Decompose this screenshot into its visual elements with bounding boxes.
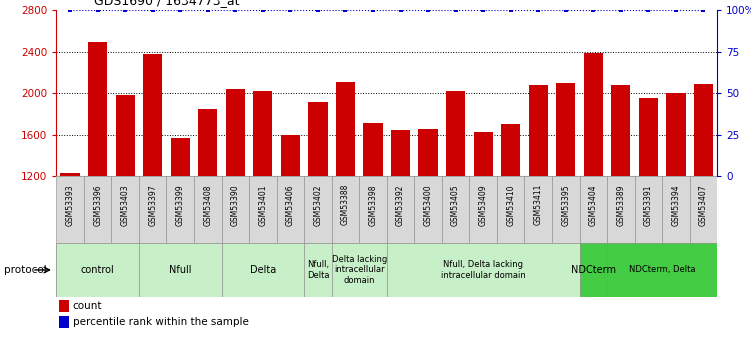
Bar	[249, 176, 276, 243]
Bar	[336, 82, 355, 300]
Bar	[222, 243, 304, 297]
Bar	[170, 138, 190, 300]
Text: GSM53394: GSM53394	[671, 184, 680, 226]
Text: Nfull: Nfull	[169, 265, 192, 275]
Bar	[194, 176, 222, 243]
Bar	[88, 42, 107, 300]
Bar	[418, 129, 438, 300]
Text: NDCterm, Delta: NDCterm, Delta	[629, 265, 695, 275]
Text: GSM53408: GSM53408	[204, 184, 213, 226]
Bar	[59, 316, 69, 328]
Text: GSM53395: GSM53395	[561, 184, 570, 226]
Text: GSM53392: GSM53392	[396, 184, 405, 226]
Text: GSM53398: GSM53398	[369, 184, 378, 226]
Bar	[281, 135, 300, 300]
Text: GSM53406: GSM53406	[286, 184, 295, 226]
Text: GSM53397: GSM53397	[148, 184, 157, 226]
Text: GSM53407: GSM53407	[699, 184, 708, 226]
Text: GSM53388: GSM53388	[341, 184, 350, 225]
Text: GSM53411: GSM53411	[534, 184, 543, 225]
Text: GDS1690 / 1634773_at: GDS1690 / 1634773_at	[94, 0, 240, 7]
Bar	[501, 124, 520, 300]
Text: GSM53401: GSM53401	[258, 184, 267, 226]
Text: GSM53390: GSM53390	[231, 184, 240, 226]
Bar	[116, 95, 135, 300]
Bar	[584, 53, 603, 300]
Bar	[139, 176, 167, 243]
Text: count: count	[73, 302, 102, 311]
Text: GSM53410: GSM53410	[506, 184, 515, 226]
Bar	[225, 89, 245, 300]
Bar	[332, 243, 387, 297]
Bar	[446, 91, 465, 300]
Text: protocol: protocol	[4, 265, 47, 275]
Bar	[607, 176, 635, 243]
Bar	[143, 54, 162, 300]
Bar	[359, 176, 387, 243]
Bar	[497, 176, 524, 243]
Bar	[580, 176, 607, 243]
Bar	[111, 176, 139, 243]
Bar	[415, 176, 442, 243]
Bar	[60, 173, 80, 300]
Bar	[611, 85, 630, 300]
Bar	[198, 109, 218, 300]
Text: Nfull,
Delta: Nfull, Delta	[306, 260, 329, 280]
Bar	[276, 176, 304, 243]
Bar	[580, 243, 607, 297]
Bar	[59, 300, 69, 312]
Text: GSM53405: GSM53405	[451, 184, 460, 226]
Bar	[308, 102, 327, 300]
Bar	[662, 176, 689, 243]
Text: GSM53396: GSM53396	[93, 184, 102, 226]
Text: NDCterm: NDCterm	[571, 265, 616, 275]
Bar	[387, 176, 415, 243]
Bar	[442, 176, 469, 243]
Bar	[694, 84, 713, 300]
Bar	[529, 85, 547, 300]
Text: GSM53399: GSM53399	[176, 184, 185, 226]
Bar	[552, 176, 580, 243]
Bar	[363, 123, 383, 300]
Bar	[304, 176, 332, 243]
Text: percentile rank within the sample: percentile rank within the sample	[73, 317, 249, 326]
Bar	[524, 176, 552, 243]
Bar	[56, 176, 84, 243]
Bar	[332, 176, 359, 243]
Text: GSM53400: GSM53400	[424, 184, 433, 226]
Text: GSM53404: GSM53404	[589, 184, 598, 226]
Bar	[304, 243, 332, 297]
Text: control: control	[81, 265, 114, 275]
Text: Delta: Delta	[250, 265, 276, 275]
Bar	[666, 93, 686, 300]
Bar	[556, 83, 575, 300]
Bar	[253, 91, 273, 300]
Bar	[84, 176, 111, 243]
Bar	[638, 98, 658, 300]
Bar	[607, 243, 717, 297]
Text: Nfull, Delta lacking
intracellular domain: Nfull, Delta lacking intracellular domai…	[441, 260, 526, 280]
Text: GSM53403: GSM53403	[121, 184, 130, 226]
Bar	[469, 176, 497, 243]
Bar	[689, 176, 717, 243]
Bar	[139, 243, 222, 297]
Bar	[56, 243, 139, 297]
Text: GSM53402: GSM53402	[313, 184, 322, 226]
Bar	[222, 176, 249, 243]
Text: GSM53393: GSM53393	[65, 184, 74, 226]
Bar	[167, 176, 194, 243]
Text: GSM53389: GSM53389	[617, 184, 626, 226]
Bar	[474, 132, 493, 300]
Text: Delta lacking
intracellular
domain: Delta lacking intracellular domain	[332, 255, 387, 285]
Text: GSM53409: GSM53409	[478, 184, 487, 226]
Bar	[635, 176, 662, 243]
Bar	[387, 243, 580, 297]
Bar	[391, 130, 410, 300]
Text: GSM53391: GSM53391	[644, 184, 653, 226]
